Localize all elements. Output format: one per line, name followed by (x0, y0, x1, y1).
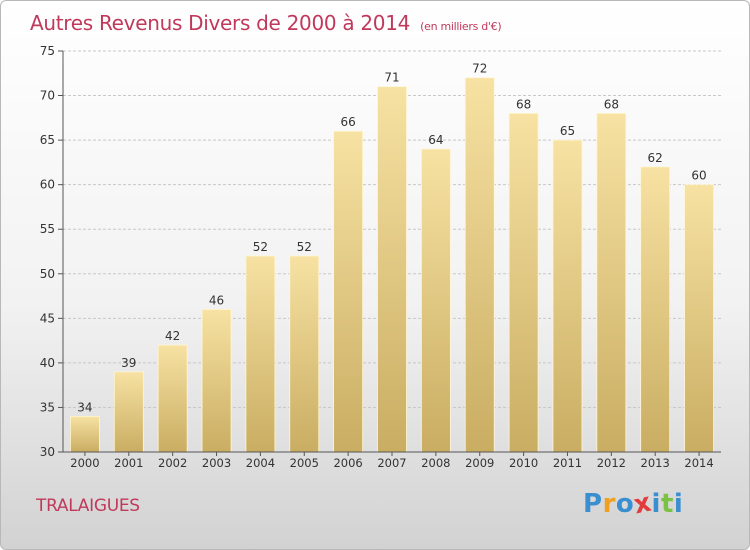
bar-2014 (684, 184, 714, 453)
bar-2009 (464, 77, 495, 453)
x-tick-label-2004: 2004 (246, 456, 275, 470)
x-tick-label-2005: 2005 (290, 456, 319, 470)
bar-2011 (552, 139, 583, 453)
logo-letter: t (660, 489, 674, 519)
bar-2005 (289, 255, 320, 453)
y-tick-label: 50 (40, 267, 55, 281)
x-tick-label-2010: 2010 (509, 456, 538, 470)
logo-letter: r (602, 489, 616, 519)
y-tick-label: 30 (40, 445, 55, 459)
y-tick-label: 75 (40, 44, 55, 58)
y-tick-label: 70 (40, 89, 55, 103)
x-tick-label-2009: 2009 (465, 456, 494, 470)
logo-letter: o (615, 489, 635, 519)
x-tick-label-2001: 2001 (114, 456, 143, 470)
data-label-2014: 60 (691, 169, 706, 183)
logo-letter: i (651, 489, 661, 519)
logo-letter: P (583, 489, 603, 519)
chart-title-main: Autres Revenus Divers de 2000 à 2014 (30, 11, 411, 35)
x-tick-label-2007: 2007 (377, 456, 406, 470)
y-tick-label: 35 (40, 400, 55, 414)
data-label-2004: 52 (253, 240, 268, 254)
proxiti-logo[interactable]: Proxiti (583, 488, 684, 521)
y-tick-label: 60 (40, 178, 55, 192)
data-label-2002: 42 (165, 329, 180, 343)
logo-letter: i (673, 489, 684, 519)
y-tick-label: 55 (40, 222, 55, 236)
location-label: TRALAIGUES (36, 496, 140, 516)
x-tick-label-2003: 2003 (202, 456, 231, 470)
bar-2002 (157, 344, 188, 453)
x-tick-label-2000: 2000 (70, 456, 99, 470)
data-label-2000: 34 (77, 400, 92, 414)
bar-2006 (333, 130, 364, 453)
chart-title: Autres Revenus Divers de 2000 à 2014 (en… (30, 11, 502, 35)
x-tick-label-2011: 2011 (553, 456, 582, 470)
bar-2003 (201, 309, 232, 453)
data-label-2007: 71 (384, 71, 399, 85)
data-label-2012: 68 (604, 97, 619, 111)
x-tick-label-2002: 2002 (158, 456, 187, 470)
bar-2010 (508, 112, 539, 453)
bar-2013 (640, 166, 671, 453)
data-label-2001: 39 (121, 356, 136, 370)
data-label-2008: 64 (428, 133, 443, 147)
x-tick-label-2012: 2012 (597, 456, 626, 470)
bar-2008 (420, 148, 451, 453)
x-tick-label-2006: 2006 (333, 456, 362, 470)
data-labels: 34 39 42 46 52 52 66 71 64 72 68 65 68 62 60 (77, 62, 706, 415)
bar-2004 (245, 255, 276, 453)
x-tick-label-2014: 2014 (684, 456, 713, 470)
y-tick-label: 40 (40, 356, 55, 370)
y-tick-label: 65 (40, 133, 55, 147)
x-tick-labels: 2000 2001 2002 2003 2004 2005 2006 2007 2008 2009… (70, 452, 714, 470)
data-label-2010: 68 (516, 97, 531, 111)
data-label-2013: 62 (648, 151, 663, 165)
bars (70, 77, 714, 453)
bar-2001 (113, 371, 144, 453)
data-label-2005: 52 (297, 240, 312, 254)
x-tick-label-2008: 2008 (421, 456, 450, 470)
y-tick-labels: 30 35 40 45 50 55 60 65 70 75 (40, 44, 63, 459)
x-tick-label-2013: 2013 (641, 456, 670, 470)
chart-title-unit: (en milliers d'€) (420, 20, 502, 33)
data-label-2009: 72 (472, 62, 487, 76)
bar-2012 (596, 112, 627, 453)
bar-2000 (70, 415, 100, 453)
bar-2007 (377, 86, 407, 453)
data-label-2011: 65 (560, 124, 575, 138)
y-tick-label: 45 (40, 311, 55, 325)
data-label-2003: 46 (209, 293, 224, 307)
data-label-2006: 66 (340, 115, 355, 129)
